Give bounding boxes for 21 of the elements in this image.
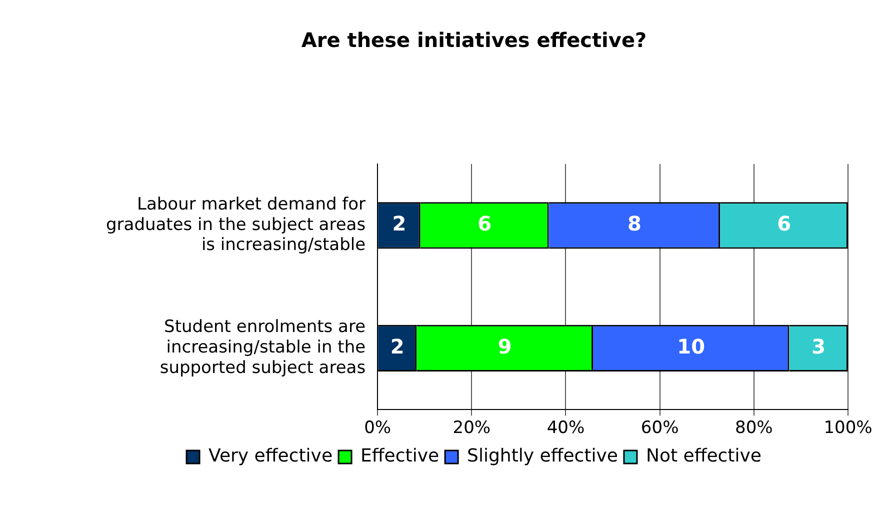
annotation: 8 <box>627 212 642 236</box>
y-tick-label: Student enrolments are increasing/stable in the supported subject areas <box>160 317 366 378</box>
annotation: 2 <box>390 334 404 358</box>
x-tick-label: 60% <box>640 418 679 438</box>
annotation: 9 <box>498 334 512 358</box>
annotation: 6 <box>478 212 492 236</box>
annotation: 2 <box>392 212 406 236</box>
annotation: 3 <box>812 334 826 358</box>
legend-label: Not effective <box>646 446 762 467</box>
x-tick-label: 80% <box>735 418 773 438</box>
x-tick-label: 0% <box>364 418 392 438</box>
legend-label: Slightly effective <box>467 446 618 467</box>
x-tick-label: 40% <box>546 418 585 438</box>
chart-title: Are these initiatives effective? <box>301 28 647 52</box>
annotation: 10 <box>677 334 706 358</box>
x-tick-label: 20% <box>452 418 491 438</box>
annotation: 6 <box>777 212 791 236</box>
y-tick-label: Labour market demand for graduates in the subject areas is increasing/stable <box>106 194 366 256</box>
legend-label: Effective <box>360 446 440 467</box>
legend-label: Very effective <box>208 446 333 467</box>
x-tick-label: 100% <box>824 418 872 438</box>
